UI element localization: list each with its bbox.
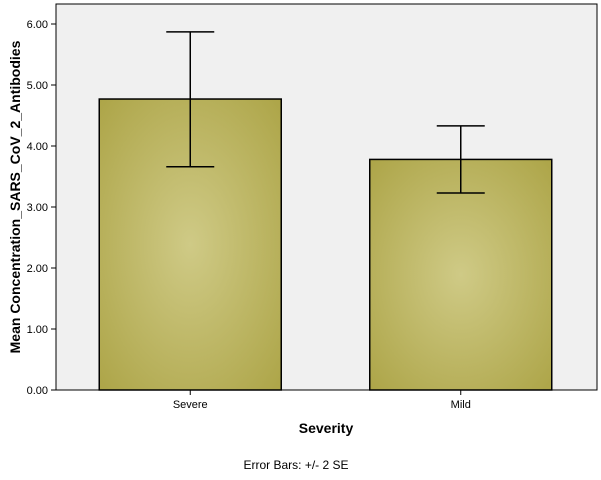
y-tick-label: 6.00	[27, 19, 48, 31]
y-axis: 0.00 1.00 2.00 3.00 4.00 5.00 6.00	[27, 4, 57, 397]
bar-mild	[369, 158, 553, 391]
y-tick-label: 0.00	[27, 385, 48, 397]
x-axis: Severe Mild	[173, 390, 471, 411]
error-bars-footnote: Error Bars: +/- 2 SE	[243, 458, 348, 472]
y-tick-label: 3.00	[27, 202, 48, 214]
x-tick-label: Severe	[173, 399, 208, 411]
y-tick-label: 5.00	[27, 80, 48, 92]
y-tick-label: 1.00	[27, 324, 48, 336]
y-axis-title: Mean Concentration_SARS_CoV_2_Antibodies	[7, 40, 23, 353]
x-axis-title: Severity	[299, 420, 354, 436]
error-bars	[166, 31, 485, 194]
y-tick-label: 4.00	[27, 141, 48, 153]
y-tick-label: 2.00	[27, 263, 48, 275]
x-tick-label: Mild	[451, 399, 471, 411]
